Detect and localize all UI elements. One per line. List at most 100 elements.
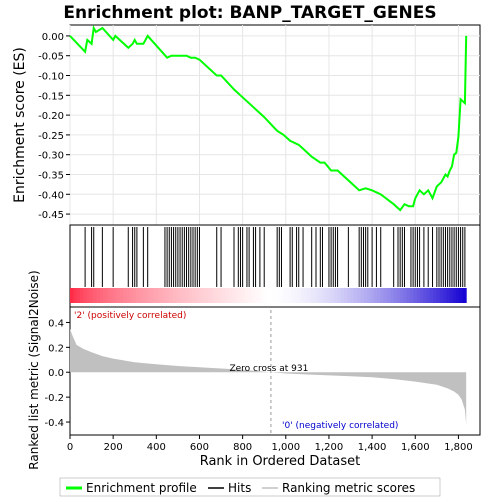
chart-title: Enrichment plot: BANP_TARGET_GENES: [63, 3, 436, 23]
x-tick-label: 400: [147, 442, 166, 453]
ranking-bar-segment: [162, 288, 167, 303]
x-tick-label: 1,200: [315, 442, 344, 453]
ranking-bar-segment: [297, 288, 302, 303]
ranking-bar-segment: [251, 288, 256, 303]
ranking-bar-segment: [268, 288, 272, 303]
x-tick-label: 1,000: [271, 442, 300, 453]
metric-y-tick-label: -0.2: [44, 393, 64, 404]
legend-label-hits: Hits: [228, 481, 251, 495]
ranking-bar-segment: [416, 288, 421, 303]
es-y-tick-label: -0.20: [38, 111, 64, 122]
ranking-bar-segment: [347, 288, 352, 303]
ranking-bar-segment: [261, 288, 266, 303]
ranking-bar-segment: [386, 288, 391, 303]
ranking-bar-segment: [439, 288, 444, 303]
metric-y-tick-label: 0.4: [48, 318, 64, 329]
ranking-bar-segment: [324, 288, 329, 303]
ranking-bar-segment: [344, 288, 348, 303]
ranking-bar-segment: [403, 288, 408, 303]
ranking-bar-segment: [311, 288, 315, 303]
legend-frame: [59, 477, 441, 497]
ranking-bar-segment: [304, 288, 309, 303]
ranking-bar-segment: [446, 288, 451, 303]
ranking-bar-segment: [195, 288, 200, 303]
x-tick-label: 800: [233, 442, 252, 453]
ranking-bar-segment: [122, 288, 127, 303]
ranking-bar-segment: [83, 288, 88, 303]
ranking-bar-segment: [419, 288, 424, 303]
ranking-bar-segment: [367, 288, 371, 303]
ranking-bar-segment: [89, 288, 94, 303]
es-y-tick-label: -0.10: [38, 72, 64, 83]
ranking-bar-segment: [357, 288, 362, 303]
ranking-bar-segment: [320, 288, 325, 303]
ranking-bar-segment: [132, 288, 137, 303]
ranking-bar-segment: [182, 288, 187, 303]
ranking-bar-segment: [291, 288, 296, 303]
ranking-bar-segment: [377, 288, 381, 303]
ranking-bar-segment: [202, 288, 206, 303]
ranking-bar-segment: [334, 288, 338, 303]
ranking-bar-segment: [406, 288, 411, 303]
ranking-bar-segment: [459, 288, 464, 303]
ranking-bar-segment: [112, 288, 117, 303]
es-y-axis: 0.00 -0.05 -0.10 -0.15 -0.20 -0.25 -0.30 -0.35 -…: [38, 32, 70, 221]
ranking-bar-segment: [294, 288, 299, 303]
ranking-bar-segment: [215, 288, 220, 303]
ranking-bar-segment: [96, 288, 101, 303]
ranking-bar-segment: [340, 288, 345, 303]
x-tick-label: 0: [67, 442, 73, 453]
ranking-bar-segment: [330, 288, 335, 303]
ranking-bar-segment: [380, 288, 385, 303]
ranking-metric-area: [70, 328, 467, 425]
metric-y-tick-label: -0.4: [44, 418, 64, 429]
ranking-bar-segment: [337, 288, 342, 303]
es-y-tick-label: -0.40: [38, 190, 64, 201]
ranking-bar-segment: [76, 288, 81, 303]
es-panel-frame: [69, 24, 481, 226]
ranking-bar-segment: [426, 288, 431, 303]
x-tick-label: 1,800: [444, 442, 473, 453]
ranking-bar-segment: [433, 288, 437, 303]
x-tick-label: 1,600: [401, 442, 430, 453]
ranking-bar-segment: [423, 288, 428, 303]
negative-correlation-label: '0' (negatively correlated): [282, 421, 398, 431]
ranking-bar-segment: [228, 288, 233, 303]
positive-correlation-label: '2' (positively correlated): [74, 311, 186, 321]
x-tick-label: 200: [104, 442, 123, 453]
ranking-bar-segment: [353, 288, 358, 303]
ranking-bar-segment: [70, 288, 74, 303]
ranking-bar-segment: [79, 288, 84, 303]
ranking-bar-segment: [198, 288, 203, 303]
ranking-bar-segment: [462, 288, 467, 303]
ranking-bar-segment: [449, 288, 454, 303]
ranking-bar-segment: [400, 288, 404, 303]
ranking-bar-segment: [218, 288, 223, 303]
es-panel-grid: [69, 25, 480, 225]
ranking-bar-segment: [208, 288, 213, 303]
ranking-bar-segment: [277, 288, 282, 303]
ranking-bar-segment: [155, 288, 160, 303]
ranking-bar-segment: [172, 288, 177, 303]
ranking-bar-segment: [390, 288, 395, 303]
ranking-bar-segment: [238, 288, 243, 303]
metric-y-axis: 0.4 0.2 0.0 -0.2 -0.4: [44, 318, 70, 429]
legend: Enrichment profile Hits Ranking metric s…: [59, 477, 441, 497]
metric-y-axis-label: Ranked list metric (Signal2Noise): [27, 270, 41, 469]
metric-x-axis: 0 200 400 600 800 1,000 1,200 1,400 1,600 1,800: [67, 435, 473, 453]
metric-y-tick-label: 0.0: [48, 368, 64, 379]
es-y-tick-label: -0.45: [38, 210, 64, 221]
ranking-bar-segment: [142, 288, 147, 303]
ranking-bar-segment: [221, 288, 226, 303]
ranking-bar-segment: [281, 288, 286, 303]
ranking-bar-segment: [159, 288, 163, 303]
legend-label-enrichment: Enrichment profile: [86, 481, 197, 495]
x-tick-label: 1,400: [358, 442, 387, 453]
ranking-bar-segment: [126, 288, 130, 303]
ranking-bar-segment: [254, 288, 259, 303]
enrichment-profile-line: [69, 24, 468, 212]
ranking-bar-segment: [99, 288, 104, 303]
ranking-bar-segment: [307, 288, 312, 303]
ranking-bar-segment: [178, 288, 183, 303]
